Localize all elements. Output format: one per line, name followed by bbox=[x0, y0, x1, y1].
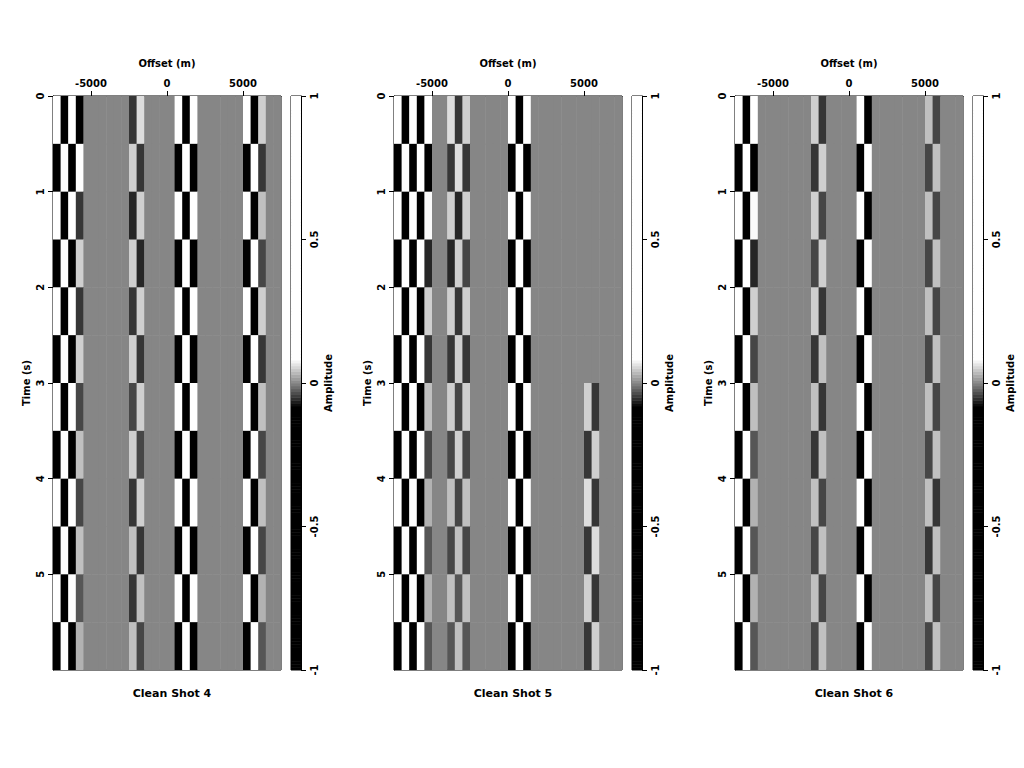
svg-text:-0.5: -0.5 bbox=[650, 516, 661, 538]
svg-text:2: 2 bbox=[35, 284, 46, 291]
svg-text:2: 2 bbox=[376, 284, 387, 291]
svg-text:0: 0 bbox=[309, 379, 320, 386]
svg-text:0: 0 bbox=[164, 78, 171, 89]
svg-text:0: 0 bbox=[35, 92, 46, 99]
svg-text:-5000: -5000 bbox=[757, 78, 789, 89]
svg-text:-0.5: -0.5 bbox=[991, 516, 1002, 538]
svg-text:1: 1 bbox=[717, 188, 728, 195]
svg-text:-0.5: -0.5 bbox=[309, 516, 320, 538]
svg-text:-5000: -5000 bbox=[75, 78, 107, 89]
svg-text:5000: 5000 bbox=[229, 78, 257, 89]
svg-text:-1: -1 bbox=[991, 664, 1002, 675]
svg-text:1: 1 bbox=[35, 188, 46, 195]
svg-text:5: 5 bbox=[35, 571, 46, 578]
svg-text:Offset (m): Offset (m) bbox=[479, 58, 536, 69]
svg-text:Clean Shot 5: Clean Shot 5 bbox=[474, 687, 552, 700]
svg-text:5: 5 bbox=[717, 571, 728, 578]
svg-text:2: 2 bbox=[717, 284, 728, 291]
svg-text:4: 4 bbox=[35, 475, 46, 482]
svg-text:5: 5 bbox=[376, 571, 387, 578]
svg-text:Offset (m): Offset (m) bbox=[138, 58, 195, 69]
svg-text:4: 4 bbox=[717, 475, 728, 482]
svg-text:3: 3 bbox=[717, 379, 728, 386]
svg-text:1: 1 bbox=[376, 188, 387, 195]
svg-text:3: 3 bbox=[376, 379, 387, 386]
svg-text:5000: 5000 bbox=[911, 78, 939, 89]
svg-text:-5000: -5000 bbox=[416, 78, 448, 89]
svg-text:0: 0 bbox=[717, 92, 728, 99]
svg-text:0: 0 bbox=[846, 78, 853, 89]
svg-text:Offset (m): Offset (m) bbox=[820, 58, 877, 69]
svg-text:0: 0 bbox=[650, 379, 661, 386]
svg-text:Amplitude: Amplitude bbox=[664, 354, 675, 412]
svg-text:0: 0 bbox=[991, 379, 1002, 386]
svg-text:Clean Shot 4: Clean Shot 4 bbox=[133, 687, 212, 700]
svg-text:-1: -1 bbox=[309, 664, 320, 675]
svg-text:0.5: 0.5 bbox=[309, 231, 320, 249]
svg-text:5000: 5000 bbox=[570, 78, 598, 89]
svg-text:0: 0 bbox=[376, 92, 387, 99]
svg-text:1: 1 bbox=[309, 92, 320, 99]
svg-text:Clean Shot 6: Clean Shot 6 bbox=[815, 687, 894, 700]
svg-text:1: 1 bbox=[991, 92, 1002, 99]
svg-text:1: 1 bbox=[650, 92, 661, 99]
svg-text:Amplitude: Amplitude bbox=[1005, 354, 1016, 412]
svg-text:4: 4 bbox=[376, 475, 387, 482]
svg-text:0.5: 0.5 bbox=[650, 231, 661, 249]
svg-text:-1: -1 bbox=[650, 664, 661, 675]
svg-text:Amplitude: Amplitude bbox=[323, 354, 334, 412]
svg-text:0: 0 bbox=[505, 78, 512, 89]
svg-text:3: 3 bbox=[35, 379, 46, 386]
svg-text:Time (s): Time (s) bbox=[362, 360, 373, 406]
svg-text:Time (s): Time (s) bbox=[703, 360, 714, 406]
svg-text:Time (s): Time (s) bbox=[21, 360, 32, 406]
svg-text:0.5: 0.5 bbox=[991, 231, 1002, 249]
